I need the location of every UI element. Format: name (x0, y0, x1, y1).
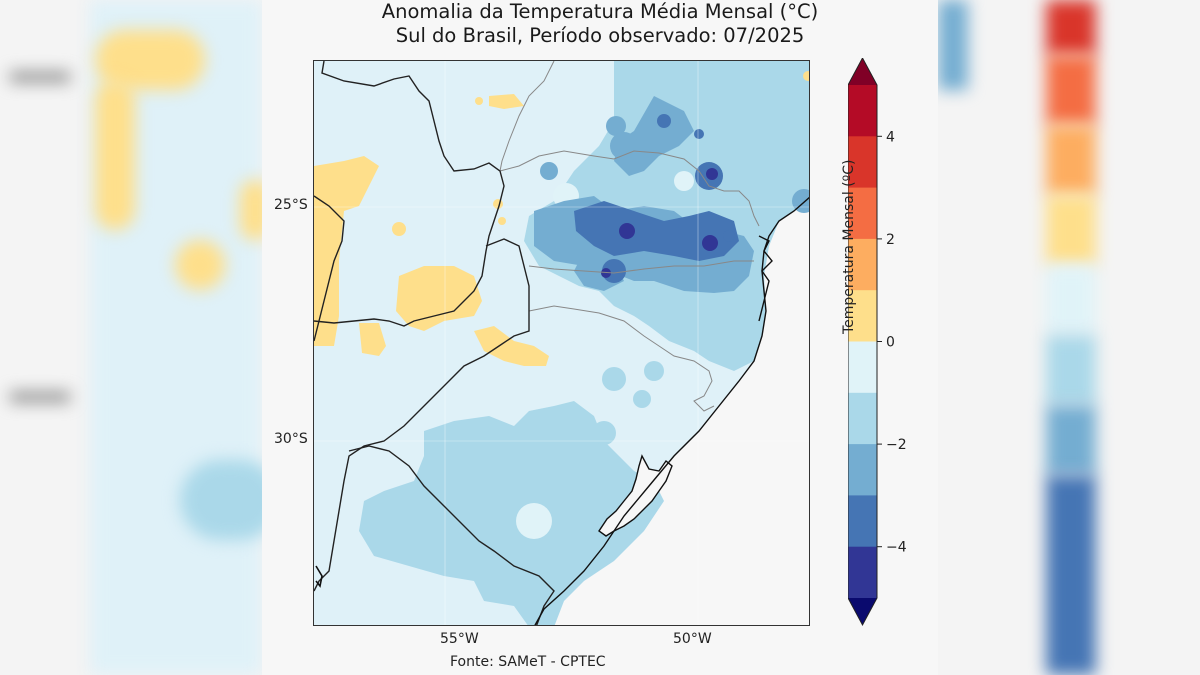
anomaly-region-minus2-to-minus3 (614, 96, 694, 176)
x-tick-label: 50°W (673, 631, 712, 647)
colorbar-tick-label: 4 (886, 129, 895, 145)
map-plot-area (313, 60, 810, 626)
anomaly-spot (392, 222, 406, 236)
country-border (314, 61, 505, 327)
colorbar-over-arrow (848, 58, 877, 85)
anomaly-spot (706, 168, 718, 180)
colorbar-tick-label: 0 (886, 335, 895, 351)
anomaly-spot (803, 71, 809, 81)
state-border (499, 61, 760, 227)
colorbar-level (848, 238, 877, 291)
chart-title: Anomalia da Temperatura Média Mensal (°C… (381, 0, 819, 23)
colorbar-outline (848, 58, 878, 627)
colorbar-level (848, 187, 877, 240)
anomaly-spot (702, 235, 718, 251)
country-border (348, 445, 555, 625)
coastline (534, 196, 809, 625)
colorbar-level (848, 495, 877, 548)
anomaly-spot (475, 97, 483, 105)
anomaly-spot (602, 367, 626, 391)
anomaly-region-0-to-1 (474, 326, 549, 366)
anomaly-region-0-to-1 (396, 266, 482, 331)
anomaly-map (314, 61, 809, 625)
anomaly-spot (633, 390, 651, 408)
y-tick-label: 30°S (274, 431, 308, 447)
colorbar-level (848, 546, 877, 599)
anomaly-region-0-to-1 (359, 323, 386, 356)
colorbar-tick-label: −2 (886, 437, 907, 453)
country-border (314, 195, 345, 342)
colorbar-level (848, 290, 877, 342)
anomaly-spot (540, 162, 558, 180)
x-tick-label: 55°W (440, 631, 479, 647)
anomaly-spot (606, 116, 626, 136)
state-border (528, 305, 715, 412)
anomaly-spot (592, 421, 616, 445)
ocean-area (535, 197, 809, 625)
state-border (528, 260, 754, 274)
chart-figure: Anomalia da Temperatura Média Mensal (°C… (262, 0, 938, 675)
anomaly-region-0-to-1 (314, 156, 379, 346)
chart-title-block: Anomalia da Temperatura Média Mensal (°C… (262, 0, 938, 48)
colorbar-level (848, 136, 877, 189)
colorbar-level (848, 341, 877, 394)
country-border (314, 238, 530, 592)
coastline-islands (315, 565, 323, 588)
colorbar-level (848, 392, 877, 445)
anomaly-spot (644, 361, 664, 381)
anomaly-spot (674, 171, 694, 191)
blurred-background-right (938, 0, 1200, 675)
colorbar: 4 2 0 −2 −4 (848, 58, 907, 627)
y-tick-label: 25°S (274, 197, 308, 213)
anomaly-spot (498, 217, 506, 225)
anomaly-spot (601, 268, 611, 278)
anomaly-spot (610, 132, 638, 160)
chart-subtitle: Sul do Brasil, Período observado: 07/202… (395, 24, 805, 47)
colorbar-tick-label: 2 (886, 232, 895, 248)
anomaly-spot (723, 230, 735, 242)
anomaly-spot (694, 129, 704, 139)
colorbar-level (848, 444, 877, 496)
colorbar-under-arrow (848, 598, 877, 625)
colorbar-level (848, 85, 877, 137)
anomaly-spot (657, 114, 671, 128)
source-credit: Fonte: SAMeT - CPTEC (450, 654, 606, 670)
blurred-background-left (0, 0, 262, 675)
anomaly-spot (619, 223, 635, 239)
coastline-islands (758, 235, 773, 322)
anomaly-spot (516, 503, 552, 539)
anomaly-region-minus1-to-minus2 (359, 401, 664, 625)
anomaly-region-0-to-1 (489, 94, 524, 109)
colorbar-label: Temperatura Mensal (ºC) (840, 159, 857, 334)
colorbar-tick-label: −4 (886, 540, 907, 556)
